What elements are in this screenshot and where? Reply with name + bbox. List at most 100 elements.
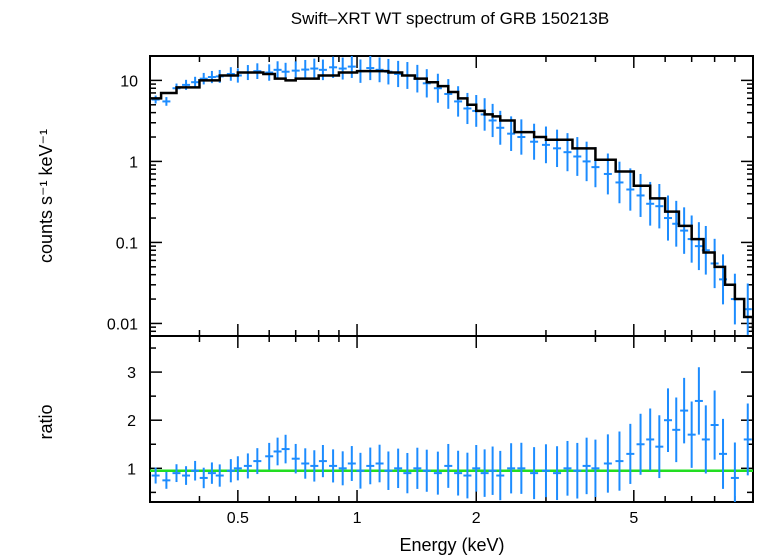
spectrum-data-point (226, 67, 235, 81)
ratio-data-point (603, 434, 612, 493)
spectrum-data-point (199, 72, 208, 85)
spectrum-data-point (517, 119, 526, 155)
chart-title: Swift–XRT WT spectrum of GRB 150213B (291, 9, 609, 28)
ratio-data-point (480, 449, 489, 497)
ratio-data-point (233, 456, 242, 481)
x-tick-label: 1 (353, 510, 362, 527)
ratio-data-point (719, 418, 728, 489)
ratio-y-axis-label: ratio (36, 404, 56, 439)
ratio-data-point (226, 459, 235, 483)
spectrum-ticks (149, 55, 754, 337)
ratio-data-point (573, 442, 582, 499)
spectrum-data-point (573, 137, 582, 176)
ratio-y-tick-labels: 1 2 3 (127, 365, 136, 478)
ratio-data-point (207, 462, 216, 484)
spectrum-plot-area (150, 56, 753, 335)
ratio-data-point (672, 397, 681, 463)
ratio-data-point (191, 460, 200, 481)
ratio-data-point (347, 446, 356, 481)
spectrum-panel-frame (149, 55, 754, 337)
spectrum-data-point (191, 76, 200, 88)
ratio-data-point (472, 445, 481, 492)
spectrum-data-point (301, 59, 310, 80)
spectrum-data-point (310, 58, 319, 79)
y-tick-label: 3 (127, 365, 136, 382)
spectrum-y-axis-label: counts s⁻¹ keV⁻¹ (36, 129, 56, 263)
spectrum-data-point (626, 168, 635, 211)
ratio-data-point (694, 367, 703, 435)
ratio-data-point (517, 442, 526, 494)
spectrum-data-point (694, 222, 703, 271)
ratio-data-point (655, 415, 664, 479)
ratio-data-point (243, 453, 252, 479)
y-tick-label: 1 (127, 461, 136, 478)
spectrum-data-point (488, 103, 497, 138)
y-tick-label: 1 (129, 154, 138, 171)
spectrum-data-point (375, 57, 384, 83)
ratio-data-point (730, 442, 739, 502)
y-tick-label: 10 (120, 73, 138, 90)
ratio-data-point (433, 451, 442, 495)
spectrum-data-point (347, 56, 356, 78)
ratio-data-point (151, 467, 160, 484)
ratio-data-point (687, 401, 696, 468)
spectrum-data-point (541, 126, 550, 164)
spectrum-data-point (366, 56, 375, 81)
ratio-data-point (488, 446, 497, 495)
ratio-data-point (563, 440, 572, 496)
ratio-data-point (701, 405, 710, 474)
ratio-data-point (507, 443, 516, 494)
ratio-data-point (591, 439, 600, 498)
spectrum-data-point (291, 61, 300, 80)
ratio-data-point (375, 444, 384, 483)
ratio-data-point (172, 464, 181, 483)
ratio-data-point (366, 447, 375, 485)
x-tick-label: 0.5 (227, 510, 249, 527)
ratio-data-point (356, 452, 365, 489)
spectrum-data-point (553, 129, 562, 168)
ratio-data-point (646, 408, 655, 471)
ratio-data-point (310, 450, 319, 482)
spectrum-data-point (265, 64, 274, 81)
ratio-data-point (291, 443, 300, 474)
spectrum-data-point (444, 79, 453, 109)
y-tick-label: 0.1 (116, 235, 138, 252)
spectrum-data-point (433, 73, 442, 103)
ratio-ticks (149, 336, 754, 502)
spectrum-data-point (253, 63, 262, 80)
spectrum-data-point (273, 61, 282, 79)
spectrum-data-point (162, 97, 171, 106)
spectrum-data-point (680, 207, 689, 254)
ratio-data-point (541, 444, 550, 498)
spectrum-data-point (318, 59, 327, 81)
ratio-data-point (338, 451, 347, 486)
y-tick-label: 0.01 (107, 316, 138, 333)
ratio-data-point (253, 448, 262, 475)
ratio-data-point (413, 447, 422, 489)
ratio-data-point (265, 442, 274, 470)
spectrum-data-point (338, 57, 347, 80)
x-tick-label: 5 (629, 510, 638, 527)
spectrum-data-point (636, 173, 645, 217)
ratio-data-point (496, 450, 505, 501)
x-axis-label: Energy (keV) (399, 535, 504, 555)
ratio-data-point (301, 448, 310, 479)
spectrum-data-point (530, 123, 539, 160)
ratio-data-point (636, 413, 645, 475)
spectrum-data-point (394, 60, 403, 88)
ratio-data-point (663, 388, 672, 453)
ratio-data-point (422, 449, 431, 492)
ratio-data-point (215, 464, 224, 487)
ratio-data-point (582, 437, 591, 495)
ratio-data-point (318, 445, 327, 478)
y-tick-label: 2 (127, 413, 136, 430)
model-curve (150, 69, 753, 332)
ratio-data-point (454, 450, 463, 496)
x-tick-labels: 0.5 1 2 5 (227, 510, 639, 527)
x-tick-label: 2 (472, 510, 481, 527)
ratio-data-point (384, 451, 393, 490)
ratio-data-point (199, 467, 208, 489)
ratio-panel-frame (149, 335, 754, 503)
ratio-data-point (444, 443, 453, 488)
